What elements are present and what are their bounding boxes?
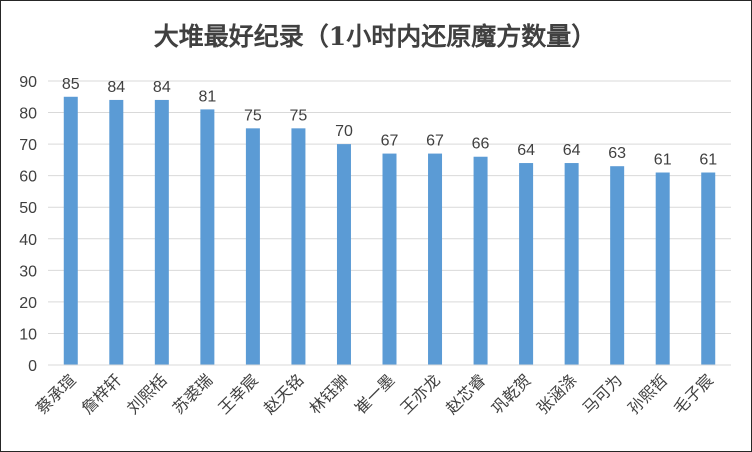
x-tick-label: 崔一墨 <box>351 370 398 417</box>
data-label: 64 <box>563 142 581 159</box>
y-tick-label: 20 <box>19 295 37 312</box>
data-label: 75 <box>290 107 308 124</box>
data-label: 67 <box>381 133 399 150</box>
x-tick-label: 赵芯睿 <box>442 370 489 417</box>
bar <box>336 144 351 365</box>
bar <box>519 163 534 365</box>
data-label: 66 <box>472 136 490 153</box>
bar-series <box>63 96 716 366</box>
x-tick-label: 詹梓轩 <box>78 370 125 417</box>
y-tick-label: 30 <box>19 263 37 280</box>
data-labels: 85 84 84 81 75 75 70 67 67 66 64 64 63 61 61 <box>62 76 717 169</box>
x-tick-label: 巩乾贺 <box>488 370 535 417</box>
data-label: 85 <box>62 76 80 93</box>
bar <box>154 99 169 365</box>
chart-title: 大堆最好纪录（1小时内还原魔方数量） <box>154 22 596 51</box>
y-tick-label: 80 <box>19 106 37 123</box>
data-label: 63 <box>608 145 626 162</box>
bar <box>655 172 670 365</box>
x-tick-label: 王亦龙 <box>396 370 443 417</box>
bar <box>428 153 443 365</box>
bar <box>63 96 78 366</box>
y-tick-label: 50 <box>19 200 37 217</box>
bar <box>610 166 625 365</box>
y-axis: 0 10 20 30 40 50 60 70 80 90 <box>19 74 37 375</box>
data-label: 81 <box>198 88 216 105</box>
bar <box>564 163 579 365</box>
x-tick-label: 林钰翀 <box>305 370 352 417</box>
bar <box>701 172 716 365</box>
y-tick-label: 70 <box>19 137 37 154</box>
x-tick-label: 蔡承瑄 <box>32 370 79 417</box>
x-tick-label: 张涵涤 <box>533 370 580 417</box>
x-tick-label: 孙熙哲 <box>624 370 671 417</box>
data-label: 67 <box>426 133 444 150</box>
bar <box>473 156 488 365</box>
data-label: 64 <box>517 142 535 159</box>
y-tick-label: 60 <box>19 169 37 186</box>
x-tick-label: 毛子宸 <box>670 370 717 417</box>
data-label: 70 <box>335 123 353 140</box>
x-axis: 蔡承瑄詹梓轩刘熙栝苏裘瑞王幸宸赵天铭林钰翀崔一墨王亦龙赵芯睿巩乾贺张涵涤马可为孙… <box>32 364 731 418</box>
x-tick-label: 刘熙栝 <box>123 370 170 417</box>
y-tick-label: 40 <box>19 232 37 249</box>
y-tick-label: 10 <box>19 326 37 343</box>
y-tick-label: 90 <box>19 74 37 91</box>
bar <box>245 128 260 365</box>
data-label: 84 <box>107 79 125 96</box>
x-tick-label: 苏裘瑞 <box>169 370 216 417</box>
bar <box>200 109 215 366</box>
bar <box>291 128 306 365</box>
x-tick-label: 王幸宸 <box>214 370 261 417</box>
data-label: 61 <box>654 152 672 169</box>
x-tick-label: 赵天铭 <box>260 370 307 417</box>
y-tick-label: 0 <box>28 358 37 375</box>
data-label: 75 <box>244 107 262 124</box>
data-label: 84 <box>153 79 171 96</box>
bar <box>109 99 124 365</box>
bar <box>382 153 397 365</box>
data-label: 61 <box>699 152 717 169</box>
x-tick-label: 马可为 <box>579 370 626 417</box>
